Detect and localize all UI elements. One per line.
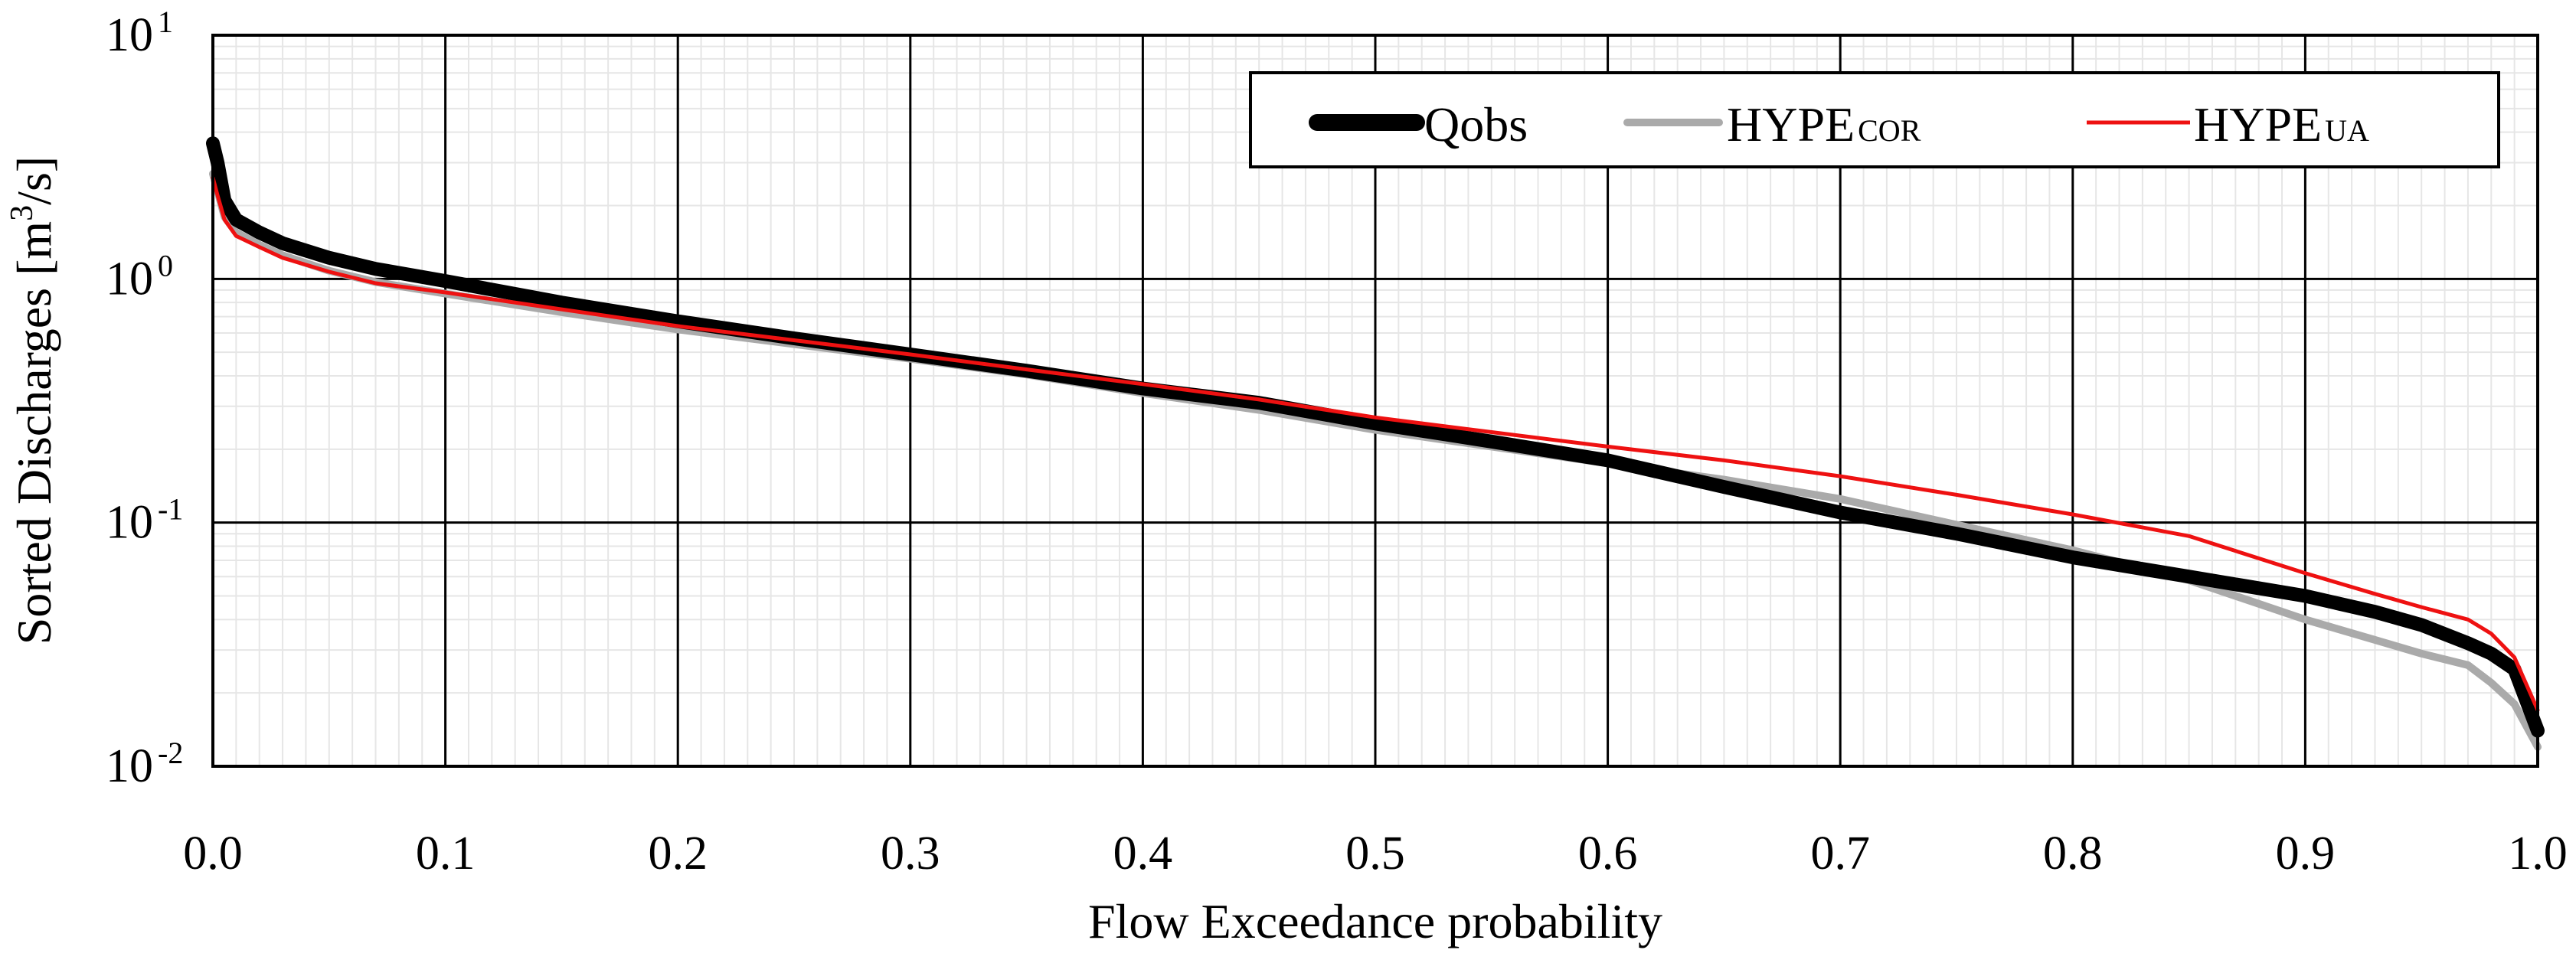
legend-label-hype-cor: HYPE COR bbox=[1727, 97, 1921, 152]
y-tick-label: 10 -1 bbox=[106, 492, 183, 549]
x-tick-label: 0.8 bbox=[2043, 828, 2103, 880]
x-tick-label: 0.7 bbox=[1810, 828, 1870, 880]
x-tick-label: 0.1 bbox=[416, 828, 476, 880]
y-tick-label: 10 0 bbox=[106, 248, 173, 305]
series-layer bbox=[206, 136, 2545, 751]
legend-label-qobs: Qobs bbox=[1424, 97, 1528, 152]
x-axis-label: Flow Exceedance probability bbox=[1088, 894, 1662, 948]
series-line-hype-cor bbox=[209, 170, 2542, 751]
x-tick-labels: 0.0 0.1 0.2 0.3 0.4 0.5 0.6 0.7 0.8 0.9 1.0 bbox=[183, 828, 2568, 880]
legend: Qobs HYPE COR HYPE UA bbox=[1249, 71, 2500, 168]
legend-box bbox=[1249, 71, 2500, 168]
x-tick-label: 0.6 bbox=[1578, 828, 1638, 880]
x-tick-label: 0.0 bbox=[183, 828, 243, 880]
x-tick-label: 0.2 bbox=[648, 828, 708, 880]
y-axis-label: Sorted Discharges [m3/s] bbox=[5, 156, 61, 645]
series-line-qobs bbox=[206, 136, 2545, 738]
x-tick-label: 1.0 bbox=[2508, 828, 2568, 880]
plot-frame bbox=[211, 34, 2539, 768]
legend-label-hype-ua: HYPE UA bbox=[2194, 97, 2369, 152]
x-tick-label: 0.9 bbox=[2276, 828, 2336, 880]
x-tick-label: 0.4 bbox=[1113, 828, 1173, 880]
y-tick-label: 10 -2 bbox=[106, 736, 183, 792]
series-line-hype-ua bbox=[211, 175, 2540, 713]
y-tick-label: 10 1 bbox=[106, 5, 173, 61]
x-tick-label: 0.5 bbox=[1345, 828, 1405, 880]
x-tick-label: 0.3 bbox=[881, 828, 940, 880]
